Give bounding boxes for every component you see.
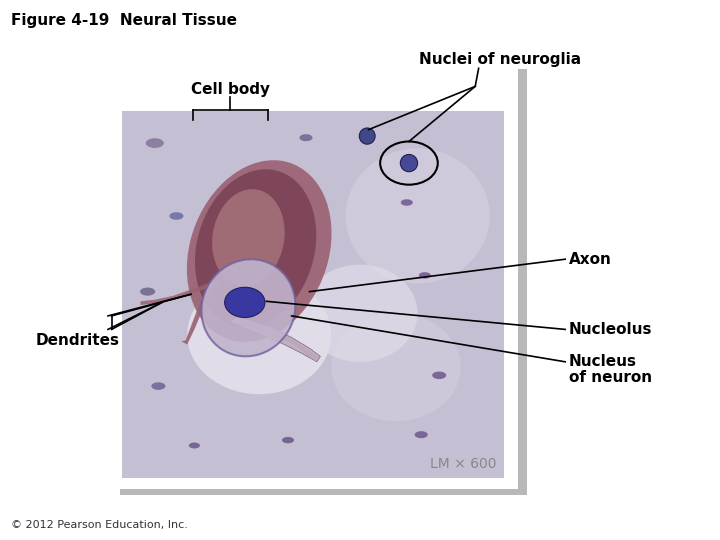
Text: Figure 4-19  Neural Tissue: Figure 4-19 Neural Tissue <box>11 14 237 29</box>
Circle shape <box>225 287 265 318</box>
Text: Nucleus
of neuron: Nucleus of neuron <box>569 354 652 386</box>
Bar <box>120 69 527 495</box>
Ellipse shape <box>169 212 184 220</box>
Ellipse shape <box>346 148 490 284</box>
Text: Axon: Axon <box>569 252 612 267</box>
Ellipse shape <box>202 259 295 356</box>
Text: Cell body: Cell body <box>191 82 270 97</box>
Polygon shape <box>140 282 215 305</box>
Ellipse shape <box>187 275 331 394</box>
Text: LM × 600: LM × 600 <box>431 457 497 471</box>
Ellipse shape <box>212 189 284 286</box>
Ellipse shape <box>140 287 156 296</box>
Polygon shape <box>230 316 320 362</box>
Polygon shape <box>181 281 222 345</box>
Ellipse shape <box>359 128 375 144</box>
Ellipse shape <box>302 265 418 362</box>
Text: Nucleolus: Nucleolus <box>569 322 652 337</box>
Ellipse shape <box>189 443 200 448</box>
Ellipse shape <box>145 138 164 148</box>
Text: © 2012 Pearson Education, Inc.: © 2012 Pearson Education, Inc. <box>11 520 188 530</box>
Ellipse shape <box>401 199 413 206</box>
Ellipse shape <box>432 372 446 379</box>
Polygon shape <box>239 320 318 361</box>
Text: Nuclei of neuroglia: Nuclei of neuroglia <box>419 52 582 67</box>
Ellipse shape <box>151 382 166 390</box>
Text: Dendrites: Dendrites <box>36 333 120 348</box>
Ellipse shape <box>282 437 294 443</box>
Ellipse shape <box>195 169 316 328</box>
Ellipse shape <box>419 272 431 279</box>
Ellipse shape <box>415 431 428 438</box>
Ellipse shape <box>187 160 331 342</box>
Bar <box>122 111 504 478</box>
Ellipse shape <box>331 313 461 421</box>
Bar <box>112 62 518 489</box>
Ellipse shape <box>300 134 312 141</box>
Ellipse shape <box>400 154 418 172</box>
